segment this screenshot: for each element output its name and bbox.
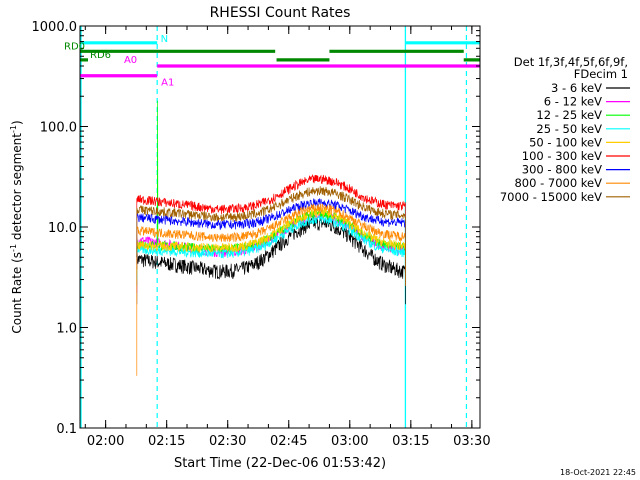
series-line xyxy=(136,216,406,305)
flag-label-rd6: RD6 xyxy=(90,50,111,61)
series-line xyxy=(136,173,406,286)
y-tick-label: 10.0 xyxy=(48,221,77,236)
y-tick-label: 0.1 xyxy=(56,422,77,437)
y-tick-label: 1.0 xyxy=(56,322,77,337)
y-axis-label: Count Rate (s-1 detector segment-1) xyxy=(9,120,24,333)
legend-header-2: FDecim 1 xyxy=(574,67,628,81)
legend-entry: 3 - 6 keV xyxy=(551,81,602,95)
x-tick-label: 02:30 xyxy=(209,434,246,449)
flag-label-rd0: RD0 xyxy=(64,41,85,52)
flag-lines xyxy=(80,41,480,78)
x-tick-label: 03:15 xyxy=(392,434,429,449)
timestamp: 18-Oct-2021 22:45 xyxy=(560,468,636,477)
series-line xyxy=(136,186,406,286)
legend-entry: 100 - 300 keV xyxy=(522,149,602,163)
series-layer xyxy=(136,100,406,376)
legend-entry: 12 - 25 keV xyxy=(536,108,602,122)
x-tick-label: 02:45 xyxy=(270,434,307,449)
axes: 0.1 1.0 10.0 100.0 1000.0 02:00 02:15 02:30 02:4… xyxy=(32,20,491,449)
legend: Det 1f,3f,4f,5f,6f,9f,FDecim 13 - 6 keV6… xyxy=(500,55,630,204)
x-tick-label: 03:00 xyxy=(331,434,368,449)
x-tick-label: 02:00 xyxy=(87,434,124,449)
x-axis-label: Start Time (22-Dec-06 01:53:42) xyxy=(174,456,386,471)
flag-label-a1: A1 xyxy=(161,78,174,89)
y-tick-label: 1000.0 xyxy=(32,20,78,35)
x-tick-label: 02:15 xyxy=(148,434,185,449)
legend-entry: 50 - 100 keV xyxy=(529,135,602,149)
series-line xyxy=(136,207,406,286)
y-tick-label: 100.0 xyxy=(40,121,77,136)
legend-entry: 300 - 800 keV xyxy=(522,163,602,177)
chart-title: RHESSI Count Rates xyxy=(210,5,351,21)
flag-label-n: N xyxy=(161,34,168,45)
legend-entry: 800 - 7000 keV xyxy=(514,176,602,190)
legend-entry: 7000 - 15000 keV xyxy=(500,190,602,204)
series-line xyxy=(136,203,406,376)
flag-label-a0: A0 xyxy=(124,55,137,66)
legend-entry: 25 - 50 keV xyxy=(536,122,602,136)
legend-entry: 6 - 12 keV xyxy=(544,95,602,109)
x-tick-label: 03:30 xyxy=(453,434,490,449)
legend-header-1: Det 1f,3f,4f,5f,6f,9f, xyxy=(514,55,628,69)
series-line xyxy=(136,198,406,286)
